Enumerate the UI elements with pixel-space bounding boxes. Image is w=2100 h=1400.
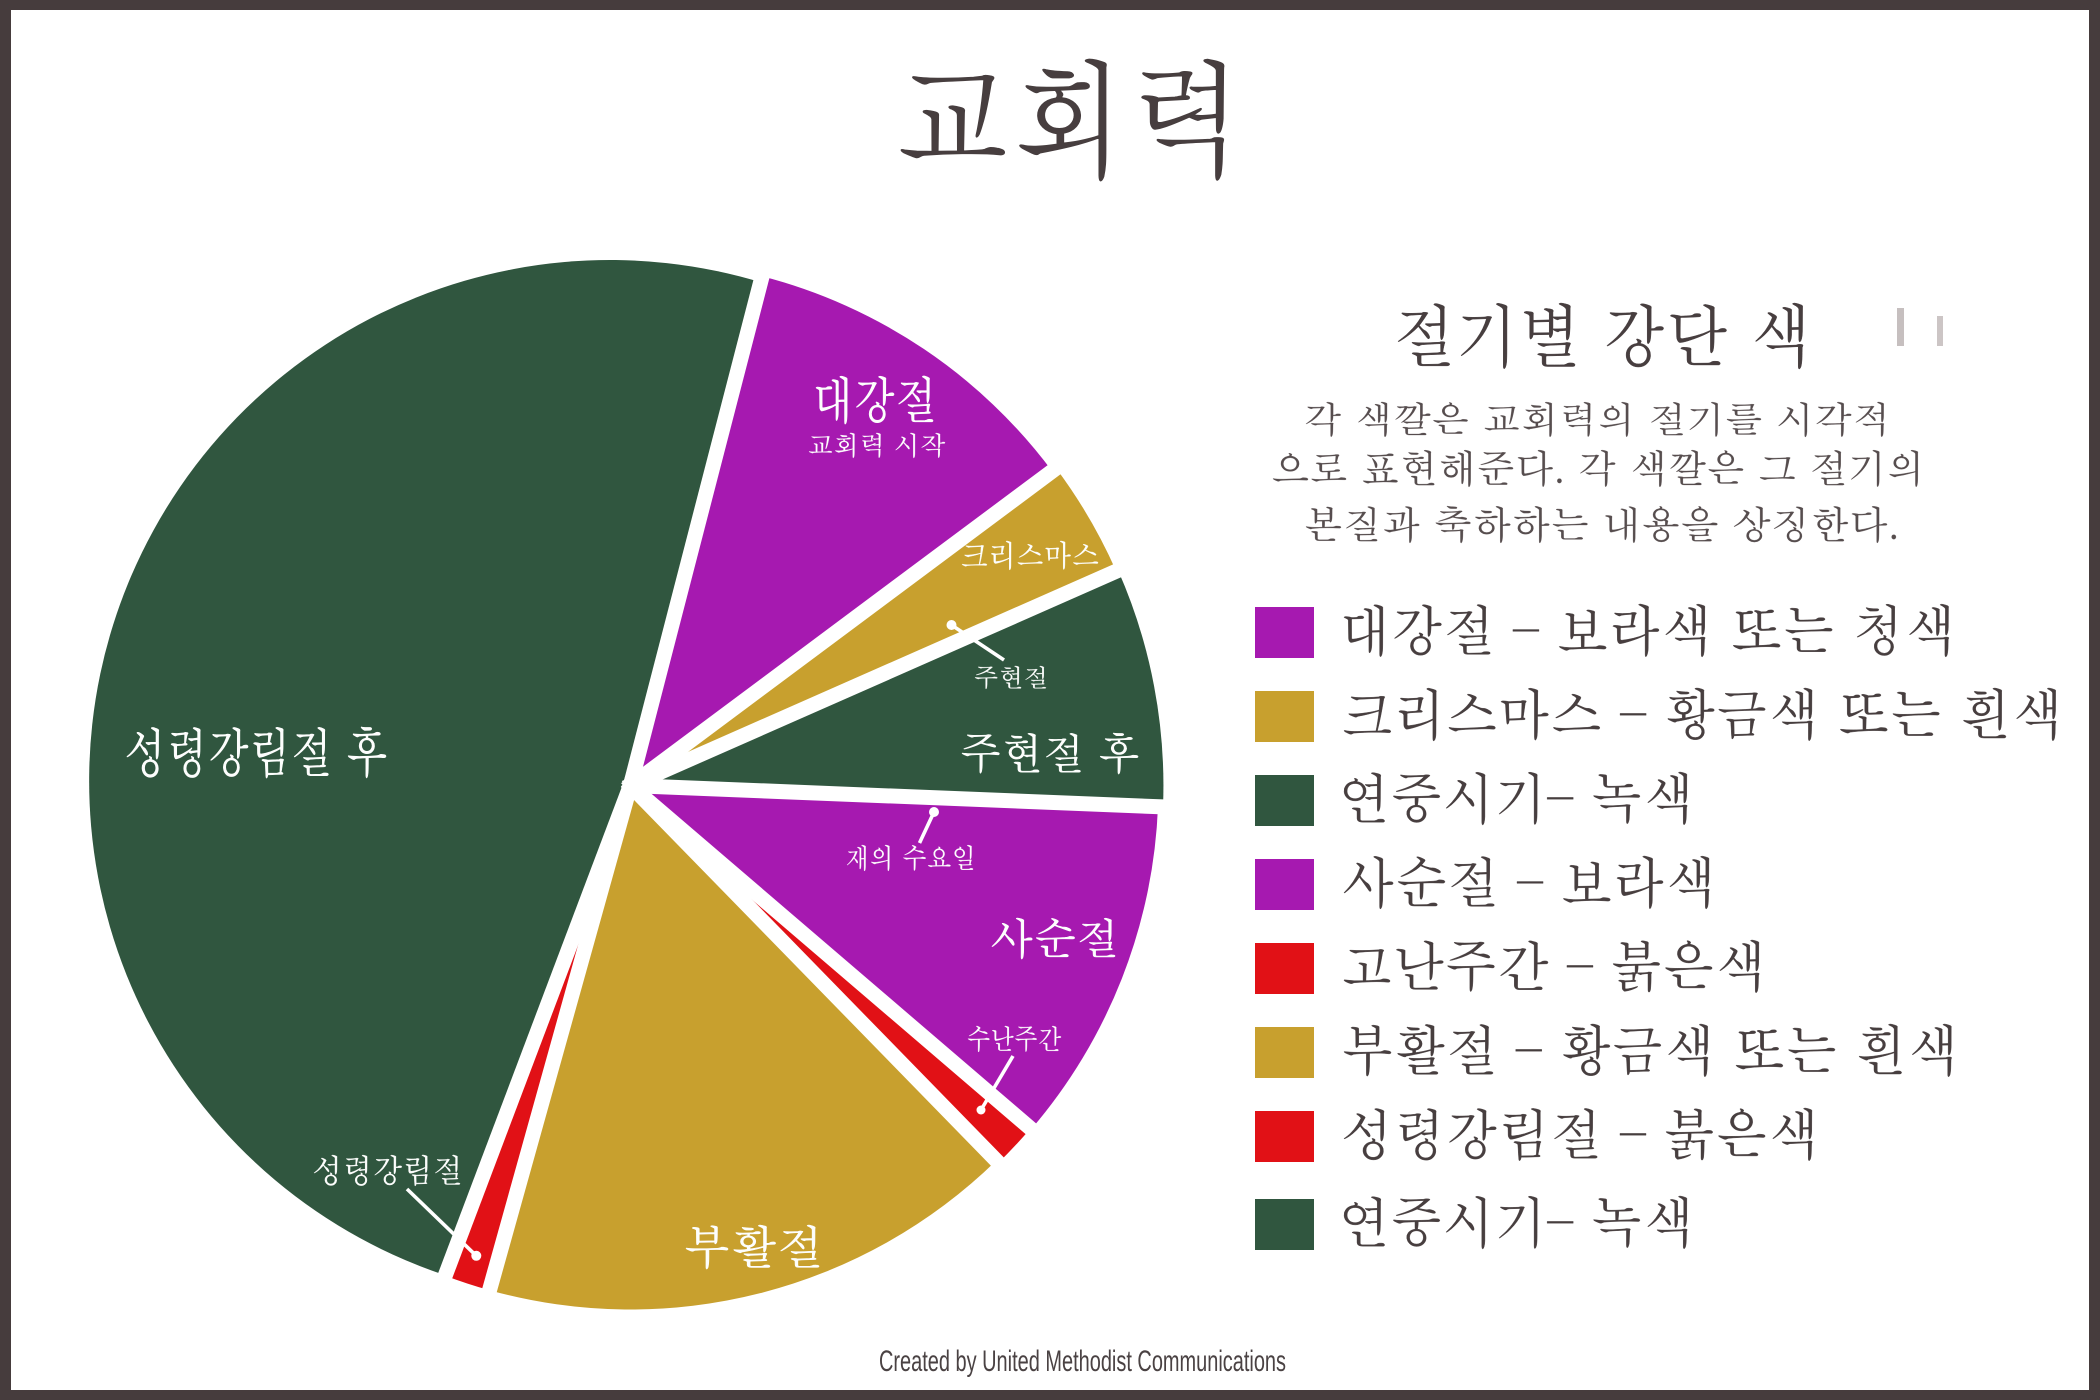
svg-text:Created by United Methodist Co: Created by United Methodist Communicatio…	[879, 1345, 1286, 1378]
